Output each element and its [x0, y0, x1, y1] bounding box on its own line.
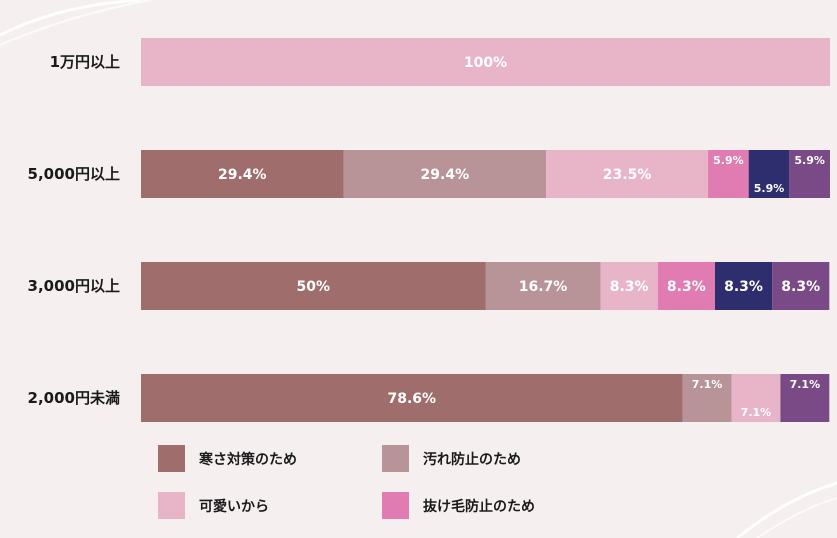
legend-swatch	[382, 445, 409, 472]
bar-segment	[682, 374, 732, 422]
legend-swatch	[158, 492, 185, 519]
legend-label: 抜け毛防止のため	[423, 498, 535, 515]
category-label: 1万円以上	[50, 53, 120, 71]
bar-segment	[748, 150, 790, 198]
bar-segment	[141, 38, 830, 86]
data-label: 16.7%	[519, 279, 568, 295]
legend-label: 汚れ防止のため	[423, 451, 521, 468]
decorative-swirl-bottom-right	[736, 481, 837, 538]
category-label: 5,000円以上	[28, 165, 120, 183]
bar-segment	[141, 150, 344, 198]
bar-segment	[657, 262, 715, 310]
category-label: 2,000円未満	[28, 389, 120, 407]
bar-segment	[141, 374, 683, 422]
data-label: 23.5%	[603, 167, 652, 183]
data-label: 29.4%	[218, 167, 267, 183]
data-label: 50%	[296, 279, 330, 295]
data-label: 8.3%	[724, 279, 763, 295]
legend-label: 寒さ対策のため	[199, 451, 297, 468]
data-label: 5.9%	[713, 154, 744, 167]
data-label: 5.9%	[754, 182, 785, 195]
bar-segment	[485, 262, 601, 310]
bar-segment	[600, 262, 658, 310]
legend-item: 可愛いから	[158, 492, 269, 519]
bar-segment	[546, 150, 709, 198]
data-label: 5.9%	[794, 154, 825, 167]
data-label: 78.6%	[387, 391, 436, 407]
data-label: 29.4%	[421, 167, 470, 183]
data-label: 8.3%	[781, 279, 820, 295]
legend-item: 抜け毛防止のため	[382, 492, 535, 519]
legend-item: 汚れ防止のため	[382, 445, 521, 472]
data-label: 8.3%	[610, 279, 649, 295]
legend-swatch	[158, 445, 185, 472]
bar-segment	[708, 150, 749, 198]
chart-legend: 寒さ対策のため 汚れ防止のため 可愛いから 抜け毛防止のため	[158, 440, 638, 530]
legend-item: 寒さ対策のため	[158, 445, 297, 472]
bar-segment	[780, 374, 830, 422]
data-label: 7.1%	[741, 406, 772, 419]
legend-label: 可愛いから	[199, 498, 269, 515]
legend-swatch	[382, 492, 409, 519]
data-label: 100%	[464, 55, 507, 71]
category-label: 3,000円以上	[28, 277, 120, 295]
data-label: 7.1%	[692, 378, 723, 391]
bar-segment	[714, 262, 773, 310]
bar-segment	[789, 150, 830, 198]
data-label: 7.1%	[790, 378, 821, 391]
stacked-bar-chart: 1万円以上 100% 5,000円以上 29.4% 29.4% 23.5% 5.9% 5.9%…	[28, 38, 830, 422]
bar-segment	[731, 374, 781, 422]
data-label: 8.3%	[667, 279, 706, 295]
bar-segment	[343, 150, 547, 198]
bar-segment	[772, 262, 830, 310]
bar-segment	[141, 262, 486, 310]
